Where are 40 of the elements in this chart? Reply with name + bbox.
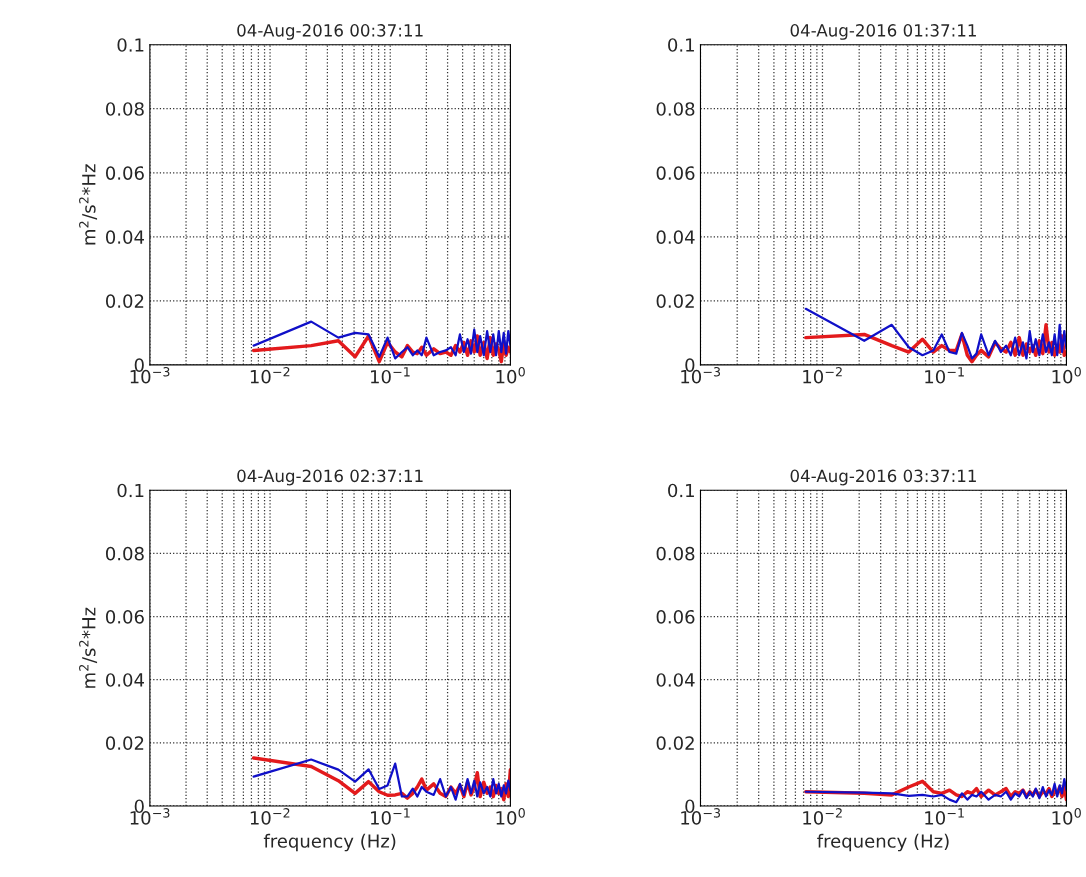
x-tick-label: 10$^{0}$ [496, 366, 525, 384]
y-tick-label: 0.1 [668, 483, 694, 498]
y-tick-label: 0.04 [656, 230, 695, 244]
x-tick-label: 10$^{−1}$ [925, 367, 964, 384]
y-tick-label: 0.02 [656, 294, 694, 308]
y-tick-label: 0.04 [106, 673, 144, 687]
y-tick-label: 0.04 [656, 673, 695, 687]
chart-title: 04-Aug-2016 03:37:11 [790, 469, 976, 486]
chart-title: 04-Aug-2016 00:37:11 [237, 24, 423, 40]
y-tick-label: 0.02 [656, 736, 694, 750]
y-tick-label: 0.06 [106, 609, 144, 624]
x-tick-label: 10$^{0}$ [1052, 808, 1081, 825]
chart-title: 04-Aug-2016 02:37:11 [237, 469, 423, 486]
y-tick-label: 0.1 [117, 38, 144, 52]
y-tick-label: 0.08 [106, 102, 144, 116]
x-tick-label: 10$^{−1}$ [925, 808, 964, 825]
x-axis-title: frequency (Hz) [817, 833, 949, 852]
y-tick-label: 0.08 [656, 546, 695, 561]
y-tick-label: 0.08 [656, 102, 695, 116]
x-tick-label: 10$^{0}$ [496, 808, 525, 825]
y-tick-label: 0.04 [106, 230, 144, 244]
y-tick-label: 0.08 [106, 546, 144, 561]
y-tick-label: 0.1 [668, 38, 694, 52]
x-tick-label: 10$^{−2}$ [250, 808, 290, 825]
x-tick-label: 10$^{−2}$ [803, 808, 842, 825]
y-axis-title: m$^{2}$/s$^{2}$*Hz [79, 164, 98, 245]
y-tick-label: 0.02 [106, 294, 144, 308]
y-tick-label: 0.1 [117, 483, 144, 498]
x-tick-label: 10$^{0}$ [1052, 366, 1081, 384]
y-tick-label: 0.06 [656, 609, 695, 624]
y-tick-label: 0.02 [106, 736, 144, 750]
y-axis-title: m$^{2}$/s$^{2}$*Hz [79, 607, 98, 688]
x-axis-title: frequency (Hz) [263, 833, 396, 852]
x-tick-label: 10$^{−1}$ [371, 367, 410, 384]
x-tick-label: 10$^{−1}$ [371, 808, 410, 825]
x-tick-label: 10$^{−2}$ [803, 366, 842, 384]
y-tick-label: 0.06 [106, 166, 144, 180]
y-tick-label: 0.06 [656, 166, 695, 180]
x-tick-label: 10$^{−2}$ [250, 366, 290, 384]
chart-title: 04-Aug-2016 01:37:11 [790, 24, 976, 40]
